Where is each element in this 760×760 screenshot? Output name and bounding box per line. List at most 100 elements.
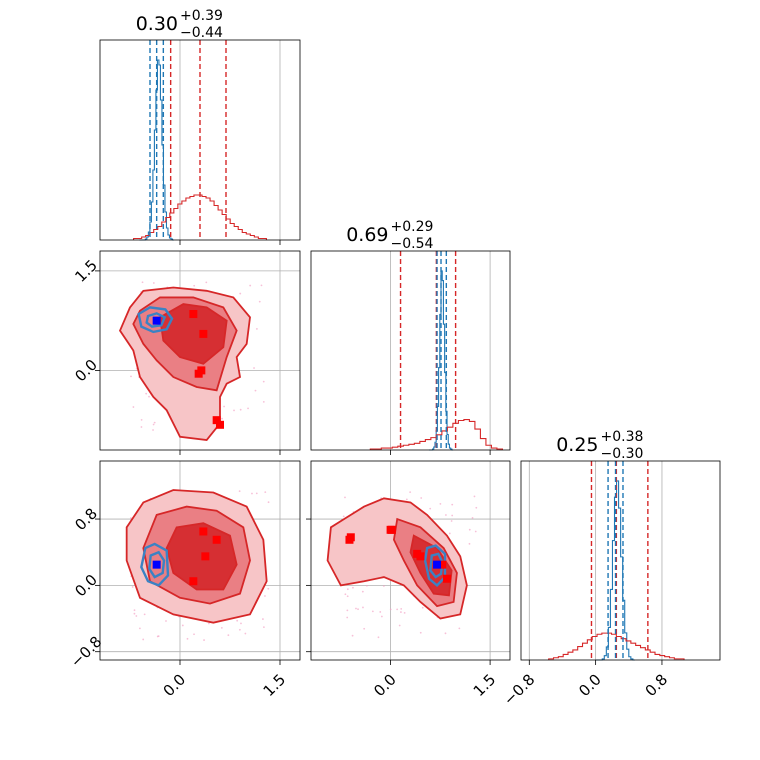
sample-point	[262, 618, 264, 620]
sample-point	[355, 607, 357, 610]
title-minus-error: −0.54	[391, 236, 434, 252]
reference-marker	[152, 560, 161, 569]
sample-point	[346, 595, 349, 598]
title-median: 0.25	[556, 434, 598, 456]
sample-point	[400, 607, 403, 610]
sample-point	[152, 429, 154, 431]
sample-point	[267, 501, 270, 504]
sample-point	[346, 588, 349, 591]
sample-point	[409, 491, 412, 494]
title-minus-error: −0.30	[601, 446, 644, 462]
sample-point	[263, 626, 265, 629]
sample-point	[262, 400, 265, 403]
reference-contour-inner	[145, 312, 167, 328]
scatter-frame-3	[310, 460, 511, 661]
title-median: 0.69	[346, 224, 388, 246]
title-plus-error: +0.29	[391, 219, 434, 235]
scatter-panel-1	[118, 281, 265, 442]
sample-point	[405, 498, 408, 501]
sample-point	[346, 609, 349, 612]
sample-point	[403, 611, 406, 614]
sample-point	[239, 292, 242, 295]
sample-point	[389, 608, 392, 611]
sample-point	[145, 392, 148, 395]
sample-point	[132, 406, 135, 408]
sample-point	[143, 613, 146, 616]
sample-point	[255, 492, 258, 495]
sample-point	[260, 284, 263, 287]
sample-point	[221, 417, 223, 420]
scatter-frame-1	[99, 250, 301, 451]
reference-marker	[433, 560, 442, 569]
x-tick-label: 0.0	[575, 670, 605, 700]
sample-point	[346, 616, 349, 619]
sample-point	[473, 495, 476, 498]
reference-contour-outer	[140, 542, 170, 587]
sample-point	[468, 542, 471, 545]
sample-point	[236, 619, 239, 622]
sample-point	[468, 528, 471, 531]
sample-point	[444, 514, 447, 516]
sample-point	[267, 587, 270, 590]
posterior-marker	[189, 577, 198, 586]
sample-point	[141, 281, 144, 284]
sample-point	[363, 627, 366, 630]
sample-point	[140, 418, 143, 421]
posterior-marker	[212, 416, 221, 425]
posterior-histogram	[369, 419, 503, 450]
sample-point	[240, 622, 242, 625]
posterior-marker	[416, 552, 425, 561]
posterior-marker	[212, 535, 221, 544]
sample-point	[398, 624, 401, 627]
posterior-marker	[194, 369, 203, 378]
sample-point	[193, 633, 195, 636]
sample-point	[382, 585, 385, 587]
sample-point	[400, 611, 402, 613]
histogram-frame-1	[99, 39, 301, 241]
posterior-marker	[201, 552, 210, 561]
posterior-marker	[199, 527, 208, 536]
sample-point	[208, 622, 210, 625]
sample-point	[203, 639, 205, 641]
posterior-marker	[438, 560, 447, 569]
sample-point	[451, 514, 454, 517]
sample-point	[377, 636, 380, 639]
scatter-panel-2	[125, 489, 270, 641]
sample-point	[458, 627, 461, 630]
sample-point	[255, 328, 258, 330]
title-minus-error: −0.44	[180, 25, 223, 41]
sample-point	[251, 492, 253, 495]
title-plus-error: +0.38	[601, 429, 644, 445]
title-plus-error: +0.39	[180, 8, 223, 24]
reference-marker	[152, 316, 161, 325]
histogram-frame-2	[310, 250, 511, 451]
posterior-contour-inner	[159, 303, 228, 365]
sample-point	[421, 606, 424, 609]
sample-point	[420, 497, 423, 499]
sample-point	[379, 611, 382, 613]
sample-point	[133, 609, 136, 612]
scatter-frame-2	[99, 460, 301, 661]
sample-point	[130, 375, 132, 378]
sample-point	[165, 620, 167, 622]
sample-point	[365, 584, 368, 587]
sample-point	[152, 282, 155, 284]
title-median: 0.30	[136, 13, 178, 35]
reference-contour-outer	[423, 544, 447, 588]
sample-point	[471, 516, 474, 519]
sample-point	[135, 615, 138, 617]
sample-point	[244, 632, 247, 635]
sample-point	[264, 491, 267, 494]
sample-point	[249, 284, 252, 287]
x-tick-label: 0.0	[370, 670, 400, 700]
histogram-title-3: 0.25 +0.38−0.30	[556, 429, 643, 462]
sample-point	[186, 637, 189, 640]
posterior-marker	[199, 329, 208, 338]
histogram-panel-2	[369, 251, 503, 451]
y-tick-label: 0.0	[71, 571, 101, 601]
sample-point	[361, 590, 364, 593]
sample-point	[396, 608, 399, 611]
sample-point	[142, 638, 145, 641]
posterior-marker	[189, 310, 198, 319]
